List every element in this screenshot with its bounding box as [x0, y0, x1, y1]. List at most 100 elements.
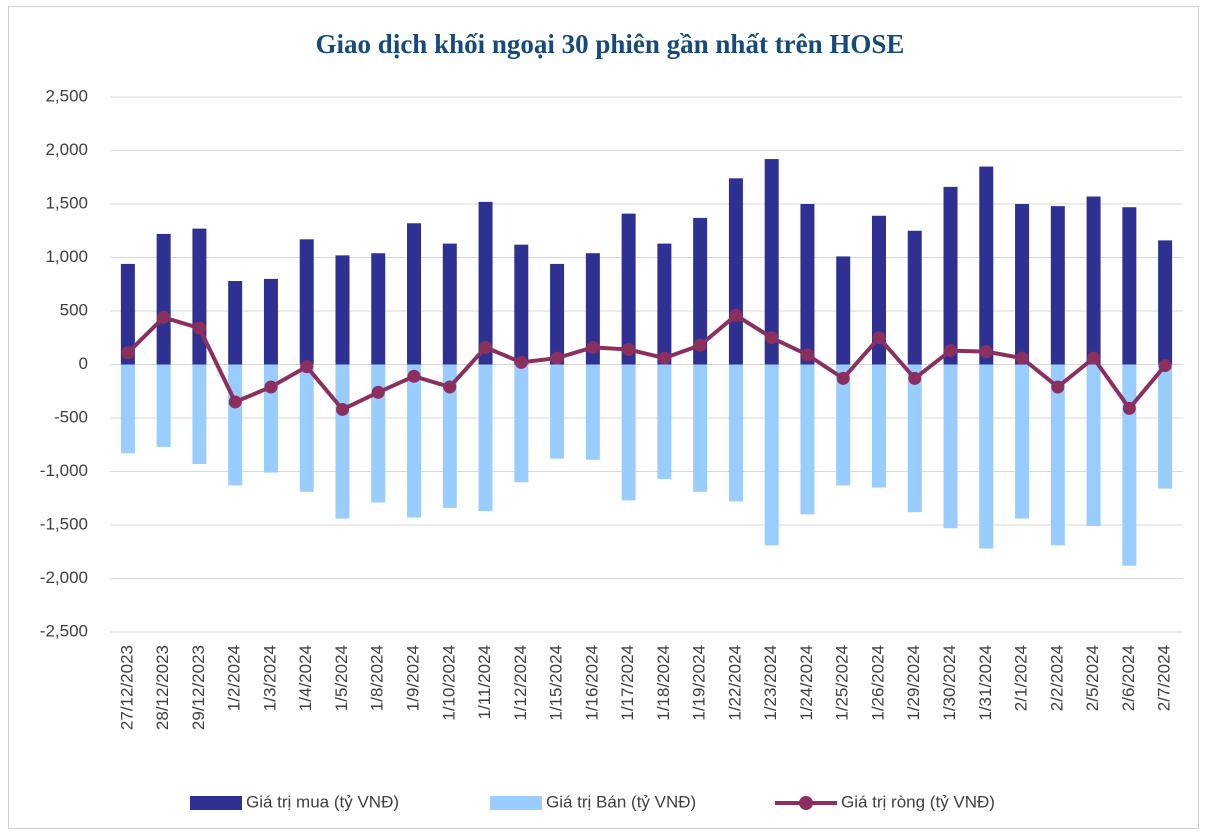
line-marker	[407, 369, 421, 383]
bar	[478, 201, 493, 365]
bar	[335, 255, 350, 365]
bar	[1050, 364, 1065, 546]
line-marker	[944, 344, 958, 358]
bar	[1086, 196, 1101, 365]
bar	[514, 244, 529, 365]
x-tick-label: 2/2/2024	[1047, 645, 1066, 711]
bar	[979, 364, 994, 549]
line-marker	[192, 321, 206, 335]
bar	[550, 364, 565, 459]
y-tick-label: 0	[79, 354, 88, 373]
bar	[371, 364, 386, 503]
bar	[693, 217, 708, 365]
bar	[907, 364, 922, 513]
x-tick-label: 2/7/2024	[1155, 645, 1174, 711]
line-marker	[800, 348, 814, 362]
x-tick-label: 1/8/2024	[368, 645, 387, 711]
y-tick-label: 2,000	[45, 140, 88, 159]
line-marker	[300, 360, 314, 374]
x-tick-label: 1/15/2024	[547, 645, 566, 721]
y-tick-label: 2,500	[45, 86, 88, 105]
bar	[621, 364, 636, 501]
line-marker	[371, 385, 385, 399]
y-tick-label: 1,000	[45, 247, 88, 266]
bar	[943, 364, 958, 529]
bar	[299, 239, 314, 365]
x-tick-label: 1/25/2024	[833, 645, 852, 721]
bar	[585, 364, 600, 460]
x-tick-label: 1/10/2024	[439, 645, 458, 721]
bar	[764, 159, 779, 365]
bar	[407, 364, 422, 518]
bar	[407, 223, 422, 365]
x-tick-label: 1/26/2024	[868, 645, 887, 721]
bar	[442, 364, 457, 508]
legend-swatch	[799, 796, 813, 810]
legend-label: Giá trị mua (tỷ VNĐ)	[246, 792, 399, 811]
x-tick-label: 1/9/2024	[404, 645, 423, 711]
line-marker	[836, 371, 850, 385]
line-marker	[1087, 351, 1101, 365]
x-tick-label: 1/22/2024	[725, 645, 744, 721]
x-tick-label: 2/6/2024	[1119, 645, 1138, 711]
bar	[120, 263, 135, 365]
bar	[979, 166, 994, 365]
x-tick-label: 1/2/2024	[225, 645, 244, 711]
y-tick-label: 1,500	[45, 193, 88, 212]
line-marker	[1158, 359, 1172, 373]
x-tick-label: 1/29/2024	[904, 645, 923, 721]
line-marker	[979, 345, 993, 359]
x-tick-label: 1/17/2024	[618, 645, 637, 721]
bar	[156, 233, 171, 365]
bar	[1158, 364, 1173, 489]
x-tick-label: 28/12/2023	[153, 645, 172, 730]
bar	[907, 230, 922, 365]
bar	[943, 186, 958, 365]
y-tick-label: -2,000	[40, 568, 88, 587]
legend-label: Giá trị ròng (tỷ VNĐ)	[841, 792, 995, 811]
bar	[156, 364, 171, 447]
bar	[514, 364, 529, 483]
x-tick-label: 1/19/2024	[690, 645, 709, 721]
legend-swatch	[490, 796, 542, 810]
line-marker	[872, 331, 886, 345]
bar	[871, 364, 886, 488]
x-tick-label: 1/18/2024	[654, 645, 673, 721]
x-tick-label: 1/16/2024	[582, 645, 601, 721]
bar	[728, 178, 743, 365]
bar	[621, 213, 636, 365]
chart-title: Giao dịch khối ngoại 30 phiên gần nhất t…	[316, 29, 905, 59]
line-marker	[622, 343, 636, 357]
bar	[1050, 206, 1065, 365]
x-tick-label: 1/4/2024	[296, 645, 315, 711]
bar	[800, 204, 815, 365]
bar	[550, 263, 565, 365]
bar	[335, 364, 350, 519]
bar	[299, 364, 314, 492]
bar	[800, 364, 815, 515]
line-marker	[514, 355, 528, 369]
bar	[442, 243, 457, 365]
x-tick-label: 2/1/2024	[1012, 645, 1031, 711]
line-marker	[908, 371, 922, 385]
line-marker	[121, 346, 135, 360]
bar	[263, 278, 278, 365]
x-tick-label: 1/23/2024	[761, 645, 780, 721]
bar	[371, 253, 386, 365]
bar	[836, 364, 851, 486]
line-marker	[264, 380, 278, 394]
line-marker	[443, 380, 457, 394]
line-marker	[157, 310, 171, 324]
bar	[836, 256, 851, 365]
y-tick-label: -2,500	[40, 621, 88, 640]
bar	[1086, 364, 1101, 527]
line-marker	[586, 340, 600, 354]
x-tick-label: 1/3/2024	[260, 645, 279, 711]
bar	[1122, 364, 1137, 566]
bar	[1015, 204, 1030, 365]
x-tick-label: 1/11/2024	[475, 645, 494, 719]
bar	[585, 253, 600, 365]
x-tick-label: 29/12/2023	[189, 645, 208, 730]
legend-label: Giá trị Bán (tỷ VNĐ)	[546, 792, 696, 811]
